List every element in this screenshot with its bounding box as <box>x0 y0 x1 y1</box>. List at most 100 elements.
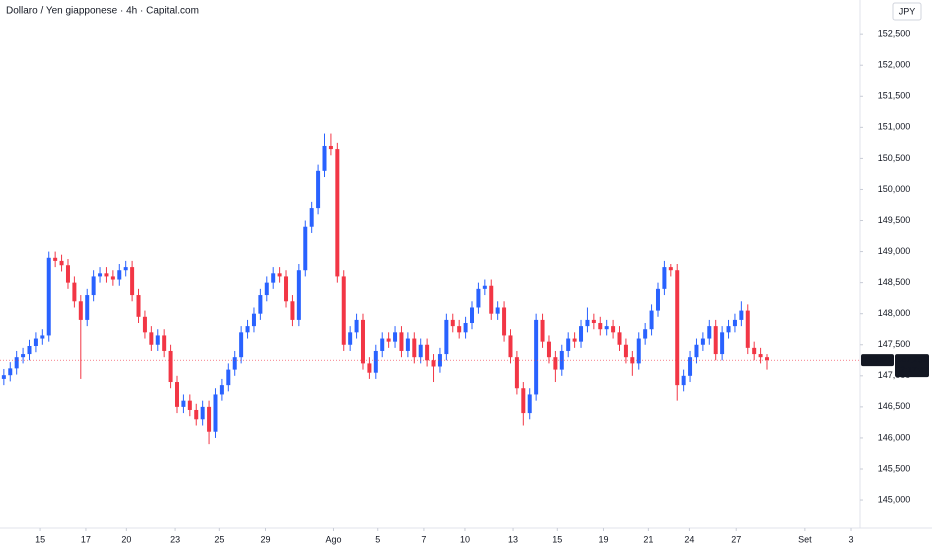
candle-body <box>309 208 314 227</box>
candle-body <box>675 270 680 386</box>
x-tick-label: 27 <box>731 534 741 544</box>
x-tick-label: 5 <box>375 534 380 544</box>
candle-body <box>553 357 558 370</box>
x-tick-label: 25 <box>214 534 224 544</box>
candle-body <box>399 332 404 351</box>
candle-body <box>527 394 532 414</box>
y-tick-label: 145,000 <box>878 494 911 504</box>
candle-body <box>98 273 103 277</box>
x-tick-label: 3 <box>849 534 854 544</box>
x-tick-label: 29 <box>260 534 270 544</box>
candle-body <box>386 338 391 342</box>
candle-body <box>412 338 417 358</box>
candle-body <box>219 385 224 395</box>
candle-body <box>181 400 186 407</box>
candle-body <box>450 319 455 327</box>
y-tick-label: 148,500 <box>878 277 911 287</box>
candle-body <box>271 273 276 283</box>
x-tick-label: 15 <box>552 534 562 544</box>
candle-body <box>444 319 449 355</box>
candle-body <box>765 357 770 361</box>
candle-body <box>123 267 128 271</box>
candle-body <box>463 323 468 333</box>
candle-body <box>117 270 122 280</box>
candle-body <box>232 357 237 370</box>
candle-body <box>110 276 115 280</box>
y-tick-label: 146,000 <box>878 432 911 442</box>
countdown-label: 02:17:47 <box>895 364 928 374</box>
currency-box[interactable] <box>892 2 922 21</box>
candle-body <box>604 326 609 330</box>
candle-body <box>598 323 603 330</box>
price-tag <box>895 354 929 378</box>
candle-body <box>707 326 712 339</box>
currency-label[interactable]: JPY <box>899 6 916 16</box>
candle-body <box>328 145 333 150</box>
x-tick-label: 10 <box>460 534 470 544</box>
candle-body <box>470 307 475 324</box>
y-tick-label: 152,000 <box>878 60 911 70</box>
candle-body <box>739 310 744 320</box>
candle-body <box>508 335 513 358</box>
candle-body <box>130 267 135 296</box>
candle-body <box>514 357 519 389</box>
candle-body <box>617 332 622 345</box>
candle-body <box>546 341 551 358</box>
candle-body <box>591 319 596 324</box>
last-price-label: 147,252 <box>897 354 928 364</box>
candle-body <box>502 307 507 336</box>
candle-body <box>713 326 718 355</box>
candle-body <box>284 276 289 302</box>
candle-body <box>636 338 641 364</box>
candle-body <box>290 301 295 320</box>
candle-body <box>303 226 308 271</box>
candle-body <box>65 265 70 283</box>
candle-body <box>277 273 282 277</box>
candle-body <box>726 326 731 333</box>
candle-body <box>482 285 487 289</box>
candle-body <box>21 354 26 358</box>
candle-body <box>437 354 442 367</box>
candle-body <box>194 409 199 420</box>
candle-body <box>33 338 38 346</box>
x-tick-label: 15 <box>35 534 45 544</box>
candle-body <box>585 319 590 327</box>
candle-body <box>758 354 763 358</box>
candle-body <box>425 344 430 361</box>
candle-body <box>700 338 705 345</box>
x-tick-label: 21 <box>643 534 653 544</box>
candle-body <box>78 301 83 320</box>
candle-body <box>457 326 462 333</box>
candle-body <box>341 276 346 345</box>
candle-body <box>534 319 539 395</box>
candle-body <box>752 347 757 355</box>
candle-body <box>655 288 660 311</box>
candle-body <box>649 310 654 330</box>
candle-body <box>572 338 577 342</box>
candle-body <box>155 335 160 345</box>
y-tick-label: 149,000 <box>878 246 911 256</box>
candle-body <box>335 149 340 277</box>
candle-body <box>264 282 269 296</box>
x-tick-label: 19 <box>598 534 608 544</box>
candle-body <box>566 338 571 351</box>
candle-body <box>623 344 628 358</box>
candle-body <box>168 350 173 383</box>
candle-body <box>239 332 244 358</box>
x-tick-label: 13 <box>508 534 518 544</box>
candle-body <box>393 332 398 342</box>
candle-body <box>162 335 167 351</box>
candle-body <box>380 338 385 351</box>
candle-body <box>495 307 500 314</box>
symbol-label: USDJPY <box>861 355 893 364</box>
y-tick-label: 145,500 <box>878 463 911 473</box>
candle-body <box>59 260 64 266</box>
candle-body <box>8 368 13 376</box>
candle-body <box>418 344 423 358</box>
candle-body <box>521 388 526 414</box>
x-tick-label: Ago <box>325 534 341 544</box>
chart-title: Dollaro / Yen giapponese · 4h · Capital.… <box>6 6 199 17</box>
candle-body <box>104 273 109 277</box>
candle-body <box>136 295 141 317</box>
